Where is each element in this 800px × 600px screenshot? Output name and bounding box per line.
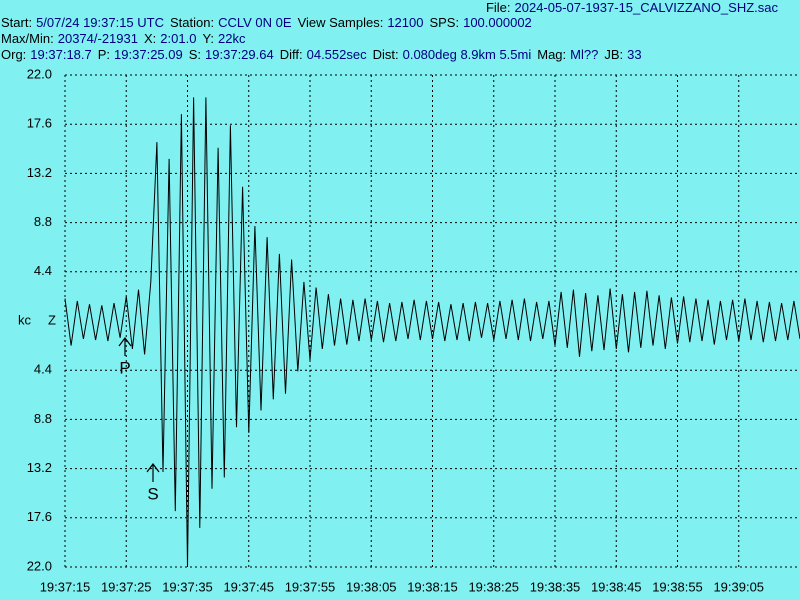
- s-arrow: [146, 463, 160, 482]
- header-value: 20374/-21931: [58, 31, 138, 46]
- y-tick-label: 4.4: [34, 362, 52, 377]
- grid: [64, 74, 800, 568]
- x-tick-label: 19:38:25: [468, 579, 519, 594]
- header-value: 12100: [387, 15, 423, 30]
- y-tick-label: 8.8: [34, 214, 52, 229]
- x-tick-label: 19:38:55: [652, 579, 703, 594]
- channel: Z: [48, 312, 56, 327]
- header-label: Start:: [1, 15, 32, 30]
- header-label: P:: [98, 47, 110, 62]
- y-tick-label: 17.6: [27, 116, 52, 131]
- header-label: Max/Min:: [1, 31, 54, 46]
- x-tick-label: 19:37:55: [285, 579, 336, 594]
- y-tick-label: 4.4: [34, 263, 52, 278]
- x-tick-label: 19:37:25: [101, 579, 152, 594]
- header-value: 19:37:29.64: [205, 47, 274, 62]
- x-tick-label: 19:37:35: [162, 579, 213, 594]
- y-tick-label: 13.2: [27, 165, 52, 180]
- header-value: 100.000002: [463, 15, 532, 30]
- y-tick-label: 22.0: [27, 66, 52, 81]
- header-value: 19:37:18.7: [30, 47, 91, 62]
- header-value: 2:01.0: [160, 31, 196, 46]
- x-tick-label: 19:38:45: [591, 579, 642, 594]
- header-line: Start: 5/07/24 19:37:15 UTC Station: CCLV 0…: [1, 15, 532, 30]
- header-value: 19:37:25.09: [114, 47, 183, 62]
- y-unit: kc: [18, 312, 32, 327]
- header-value: 0.080deg 8.9km 5.5mi: [403, 47, 532, 62]
- x-tick-label: 19:37:45: [223, 579, 274, 594]
- y-tick-label: 8.8: [34, 411, 52, 426]
- y-tick-label: 17.6: [27, 509, 52, 524]
- header-label: Org:: [1, 47, 26, 62]
- header-label: Mag:: [537, 47, 566, 62]
- header-label: File:: [486, 0, 511, 15]
- header-label: View Samples:: [298, 15, 384, 30]
- header-value: CCLV 0N 0E: [218, 15, 292, 30]
- header-line: Max/Min: 20374/-21931 X: 2:01.0 Y: 22kc: [1, 31, 246, 46]
- header-label: Station:: [170, 15, 214, 30]
- header-label: SPS:: [429, 15, 459, 30]
- header-label: S:: [189, 47, 201, 62]
- header-label: Diff:: [280, 47, 303, 62]
- header-label: Y:: [202, 31, 214, 46]
- y-tick-label: 22.0: [27, 558, 52, 573]
- x-tick-label: 19:39:05: [713, 579, 764, 594]
- header-value: 04.552sec: [307, 47, 367, 62]
- header-line: Org: 19:37:18.7 P: 19:37:25.09 S: 19:37:29.64…: [1, 47, 642, 62]
- header-value: 33: [627, 47, 641, 62]
- header-value: 5/07/24 19:37:15 UTC: [36, 15, 164, 30]
- header-label: JB:: [604, 47, 623, 62]
- header-value: 2024-05-07-1937-15_CALVIZZANO_SHZ.sac: [515, 0, 779, 15]
- p-arrow: [118, 337, 132, 356]
- y-tick-label: 13.2: [27, 460, 52, 475]
- x-tick-label: 19:38:05: [346, 579, 397, 594]
- waveform: [64, 97, 800, 568]
- x-tick-label: 19:37:15: [40, 579, 91, 594]
- header-label: X:: [144, 31, 156, 46]
- header-label: Dist:: [373, 47, 399, 62]
- s-pick-label: S: [147, 484, 158, 503]
- x-tick-label: 19:38:15: [407, 579, 458, 594]
- p-pick-label: P: [119, 358, 130, 377]
- x-tick-label: 19:38:35: [530, 579, 581, 594]
- header-line: File: 2024-05-07-1937-15_CALVIZZANO_SHZ.s…: [486, 0, 779, 15]
- header-value: 22kc: [218, 31, 246, 46]
- header-value: Ml??: [570, 47, 598, 62]
